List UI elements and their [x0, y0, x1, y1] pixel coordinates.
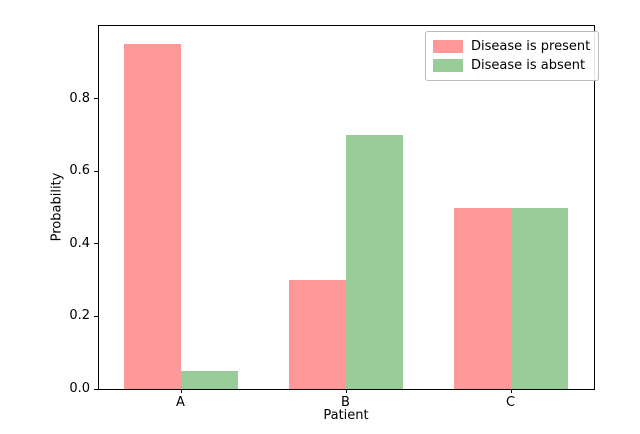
x-tick-mark	[180, 389, 182, 393]
y-tick-mark	[94, 243, 98, 245]
x-tick-label: B	[341, 395, 350, 410]
y-tick-label: 0.4	[69, 235, 90, 251]
legend-item-absent: Disease is absent	[433, 56, 590, 75]
bar-B-series0	[288, 280, 346, 389]
bar-C-series0	[453, 207, 511, 389]
bar-A-series1	[180, 370, 238, 389]
x-tick-label: A	[176, 395, 185, 410]
plot-area	[98, 25, 595, 390]
legend-swatch-present	[433, 40, 463, 53]
legend-label-absent: Disease is absent	[471, 58, 586, 73]
y-tick-mark	[94, 315, 98, 317]
x-tick-mark	[345, 389, 347, 393]
legend: Disease is present Disease is absent	[425, 31, 600, 81]
y-tick-label: 0.0	[69, 381, 90, 396]
x-tick-mark	[510, 389, 512, 393]
y-tick-label: 0.6	[69, 163, 90, 179]
bar-B-series1	[345, 134, 403, 389]
legend-swatch-absent	[433, 59, 463, 72]
y-tick-label: 0.8	[69, 90, 90, 106]
y-axis-label: Probability	[49, 172, 65, 242]
legend-item-present: Disease is present	[433, 37, 590, 56]
y-tick-mark	[94, 388, 98, 390]
bar-C-series1	[510, 207, 568, 389]
y-tick-mark	[94, 170, 98, 172]
y-tick-label: 0.2	[69, 308, 90, 324]
x-axis-label: Patient	[323, 408, 369, 423]
bar-A-series0	[123, 44, 181, 389]
legend-label-present: Disease is present	[471, 39, 591, 54]
x-tick-label: C	[505, 395, 516, 410]
y-tick-mark	[94, 98, 98, 100]
